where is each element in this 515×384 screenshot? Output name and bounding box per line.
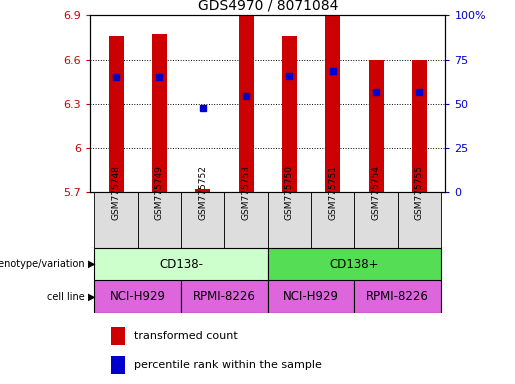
Bar xyxy=(94,192,138,248)
Bar xyxy=(268,192,311,248)
Bar xyxy=(225,192,268,248)
Text: NCI-H929: NCI-H929 xyxy=(110,290,166,303)
Text: GSM775750: GSM775750 xyxy=(285,165,294,220)
Bar xyxy=(325,15,340,192)
Bar xyxy=(111,356,125,374)
Bar xyxy=(354,280,441,313)
Text: GSM775751: GSM775751 xyxy=(328,165,337,220)
Bar xyxy=(181,192,225,248)
Bar xyxy=(94,248,268,280)
Bar xyxy=(268,280,354,313)
Text: CD138+: CD138+ xyxy=(330,258,379,270)
Text: NCI-H929: NCI-H929 xyxy=(283,290,339,303)
Bar xyxy=(111,326,125,345)
Bar xyxy=(109,36,124,192)
Bar xyxy=(354,192,398,248)
Bar xyxy=(138,192,181,248)
Bar xyxy=(94,280,181,313)
Bar xyxy=(282,36,297,192)
Text: GSM775753: GSM775753 xyxy=(242,165,251,220)
Bar xyxy=(398,192,441,248)
Text: genotype/variation: genotype/variation xyxy=(0,259,85,269)
Text: transformed count: transformed count xyxy=(134,331,237,341)
Bar xyxy=(195,189,211,192)
Text: percentile rank within the sample: percentile rank within the sample xyxy=(134,360,322,370)
Text: CD138-: CD138- xyxy=(159,258,203,270)
Bar xyxy=(311,192,354,248)
Text: ▶: ▶ xyxy=(88,259,95,269)
Text: GSM775752: GSM775752 xyxy=(198,165,208,220)
Text: GSM775748: GSM775748 xyxy=(112,165,121,220)
Text: ▶: ▶ xyxy=(88,291,95,302)
Text: RPMI-8226: RPMI-8226 xyxy=(193,290,256,303)
Text: RPMI-8226: RPMI-8226 xyxy=(366,290,429,303)
Title: GDS4970 / 8071084: GDS4970 / 8071084 xyxy=(198,0,338,13)
Bar xyxy=(238,15,254,192)
Bar xyxy=(152,35,167,192)
Bar xyxy=(181,280,268,313)
Text: GSM775749: GSM775749 xyxy=(155,165,164,220)
Text: GSM775754: GSM775754 xyxy=(372,165,381,220)
Text: GSM775755: GSM775755 xyxy=(415,165,424,220)
Text: cell line: cell line xyxy=(47,291,85,302)
Bar xyxy=(369,60,384,192)
Bar xyxy=(412,60,427,192)
Bar xyxy=(268,248,441,280)
